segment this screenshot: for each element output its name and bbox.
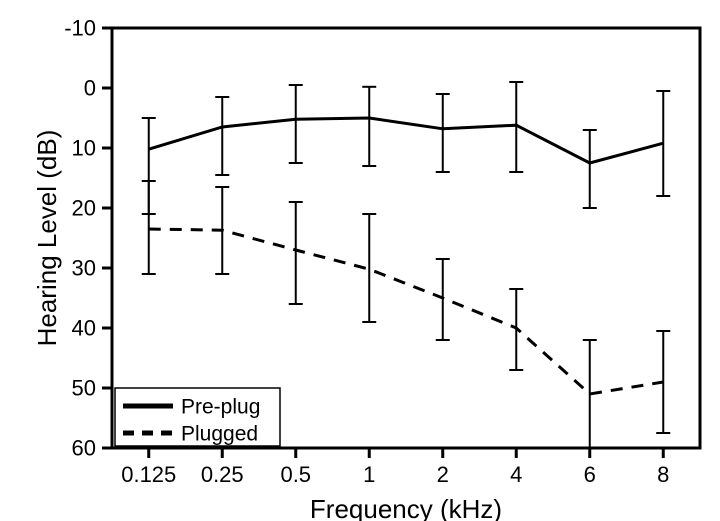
x-axis-label: Frequency (kHz) bbox=[310, 494, 502, 521]
x-tick-label: 0.5 bbox=[280, 462, 311, 487]
y-tick-label: 20 bbox=[72, 196, 96, 221]
y-tick-label: 60 bbox=[72, 436, 96, 461]
y-tick-label: 0 bbox=[84, 76, 96, 101]
x-tick-label: 1 bbox=[363, 462, 375, 487]
x-tick-label: 2 bbox=[437, 462, 449, 487]
x-tick-label: 0.125 bbox=[121, 462, 176, 487]
chart-bg bbox=[0, 0, 720, 521]
legend-label: Pre-plug bbox=[181, 395, 260, 418]
y-tick-label: 40 bbox=[72, 316, 96, 341]
x-tick-label: 4 bbox=[510, 462, 522, 487]
y-tick-label: 50 bbox=[72, 376, 96, 401]
chart-container: 0.125 0.25 0.5 1 2 4 6 8 -10 0 10 20 30 40 50 60 Frequen… bbox=[0, 0, 720, 521]
chart-svg: 0.125 0.25 0.5 1 2 4 6 8 -10 0 10 20 30 40 50 60 Frequen… bbox=[0, 0, 720, 521]
x-tick-label: 8 bbox=[657, 462, 669, 487]
x-tick-label: 6 bbox=[584, 462, 596, 487]
y-tick-label: 30 bbox=[72, 256, 96, 281]
y-axis-label: Hearing Level (dB) bbox=[32, 130, 62, 347]
y-tick-label: 10 bbox=[72, 136, 96, 161]
y-tick-label: -10 bbox=[64, 16, 96, 41]
legend-label: Plugged bbox=[181, 422, 258, 445]
x-tick-label: 0.25 bbox=[201, 462, 244, 487]
